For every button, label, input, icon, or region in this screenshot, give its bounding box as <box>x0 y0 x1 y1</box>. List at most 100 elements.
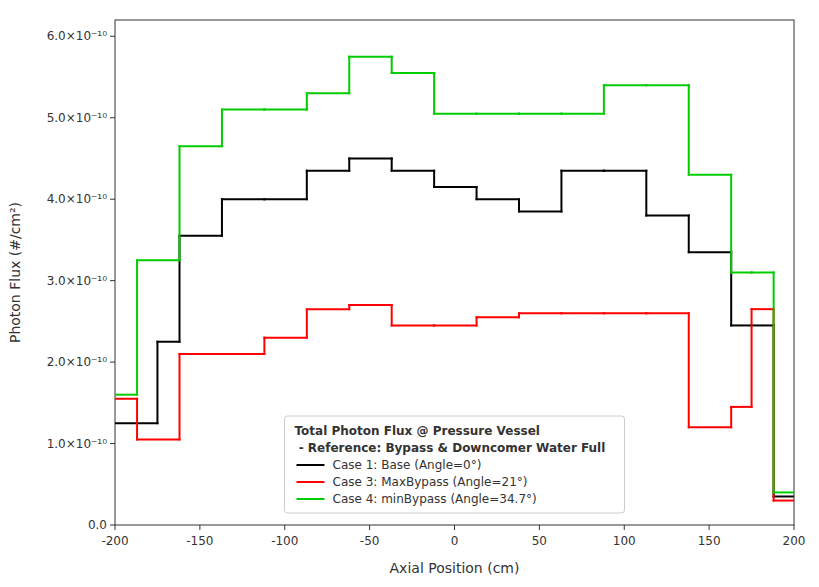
step-riser <box>645 171 647 216</box>
step-segment <box>349 157 391 159</box>
step-segment <box>604 170 646 172</box>
step-segment <box>222 109 264 111</box>
legend-entry: Case 3: MaxBypass (Angle=21°) <box>333 475 528 489</box>
step-segment <box>307 308 349 310</box>
step-segment <box>392 170 434 172</box>
step-segment <box>477 198 519 200</box>
y-tick-label: 0.0 <box>88 518 107 532</box>
step-segment <box>752 324 774 326</box>
step-riser <box>391 57 393 73</box>
x-tick <box>369 525 370 530</box>
step-riser <box>348 158 350 170</box>
step-segment <box>477 113 519 115</box>
step-riser <box>179 354 181 440</box>
step-segment <box>115 398 137 400</box>
step-riser <box>688 215 690 252</box>
x-tick <box>199 525 200 530</box>
step-riser <box>476 317 478 325</box>
legend-swatch <box>297 481 325 483</box>
y-tick <box>110 443 115 444</box>
step-riser <box>560 171 562 212</box>
legend-entry: Case 1: Base (Angle=0°) <box>333 458 482 472</box>
step-riser <box>179 146 181 260</box>
step-segment <box>222 353 264 355</box>
step-riser <box>476 187 478 199</box>
x-tick <box>284 525 285 530</box>
step-segment <box>752 308 774 310</box>
step-riser <box>306 93 308 109</box>
x-tick-label: -150 <box>186 534 213 548</box>
step-riser <box>136 399 138 440</box>
step-segment <box>349 56 391 58</box>
step-riser <box>518 199 520 211</box>
step-segment <box>561 170 603 172</box>
step-segment <box>222 198 264 200</box>
step-riser <box>391 305 393 325</box>
x-tick <box>794 525 795 530</box>
step-riser <box>263 338 265 354</box>
step-segment <box>689 426 731 428</box>
legend-title: Total Photon Flux @ Pressure Vessel <box>295 424 540 438</box>
legend-swatch <box>297 464 325 466</box>
y-tick <box>110 362 115 363</box>
x-axis-label: Axial Position (cm) <box>390 560 520 576</box>
x-tick-label: -100 <box>271 534 298 548</box>
chart: -200-150-100-500501001502000.01.0×10⁻¹⁰2… <box>0 0 819 587</box>
step-riser <box>773 273 775 493</box>
step-segment <box>731 324 751 326</box>
step-segment <box>604 84 646 86</box>
step-segment <box>264 109 306 111</box>
y-tick-label: 5.0×10⁻¹⁰ <box>47 111 108 125</box>
step-riser <box>306 171 308 200</box>
step-segment <box>477 316 519 318</box>
x-tick-label: -200 <box>101 534 128 548</box>
y-tick <box>110 525 115 526</box>
step-riser <box>221 110 223 147</box>
y-tick <box>110 199 115 200</box>
step-riser <box>348 57 350 94</box>
step-segment <box>264 337 306 339</box>
step-series <box>115 158 794 496</box>
legend-entry: Case 4: minBypass (Angle=34.7°) <box>333 492 537 506</box>
step-segment <box>731 406 751 408</box>
step-series <box>115 305 794 500</box>
legend-box <box>285 416 625 513</box>
x-tick-label: 50 <box>532 534 547 548</box>
step-segment <box>434 186 476 188</box>
step-segment <box>561 113 603 115</box>
x-tick-label: 0 <box>451 534 459 548</box>
step-riser <box>603 85 605 114</box>
step-riser <box>221 199 223 236</box>
step-segment <box>115 394 137 396</box>
step-segment <box>519 113 561 115</box>
step-segment <box>774 491 794 493</box>
step-segment <box>752 272 774 274</box>
x-tick <box>454 525 455 530</box>
y-tick-label: 1.0×10⁻¹⁰ <box>47 437 108 451</box>
y-tick <box>110 117 115 118</box>
step-segment <box>646 84 688 86</box>
step-riser <box>391 158 393 170</box>
step-segment <box>774 500 794 502</box>
step-segment <box>689 251 731 253</box>
step-riser <box>433 73 435 114</box>
y-tick-label: 4.0×10⁻¹⁰ <box>47 192 108 206</box>
series-group <box>115 57 794 501</box>
step-segment <box>519 210 561 212</box>
x-tick-label: 100 <box>613 534 636 548</box>
step-segment <box>307 92 349 94</box>
step-segment <box>137 259 179 261</box>
y-axis-label: Photon Flux (#/cm²) <box>7 202 23 343</box>
step-riser <box>156 342 158 423</box>
step-riser <box>688 313 690 427</box>
legend-title: - Reference: Bypass & Downcomer Water Fu… <box>295 441 606 455</box>
step-segment <box>604 312 646 314</box>
step-segment <box>137 438 179 440</box>
y-tick-label: 6.0×10⁻¹⁰ <box>47 29 108 43</box>
step-segment <box>731 272 751 274</box>
step-segment <box>646 312 688 314</box>
step-riser <box>730 407 732 427</box>
y-tick-label: 2.0×10⁻¹⁰ <box>47 355 108 369</box>
y-tick <box>110 280 115 281</box>
step-segment <box>157 341 179 343</box>
